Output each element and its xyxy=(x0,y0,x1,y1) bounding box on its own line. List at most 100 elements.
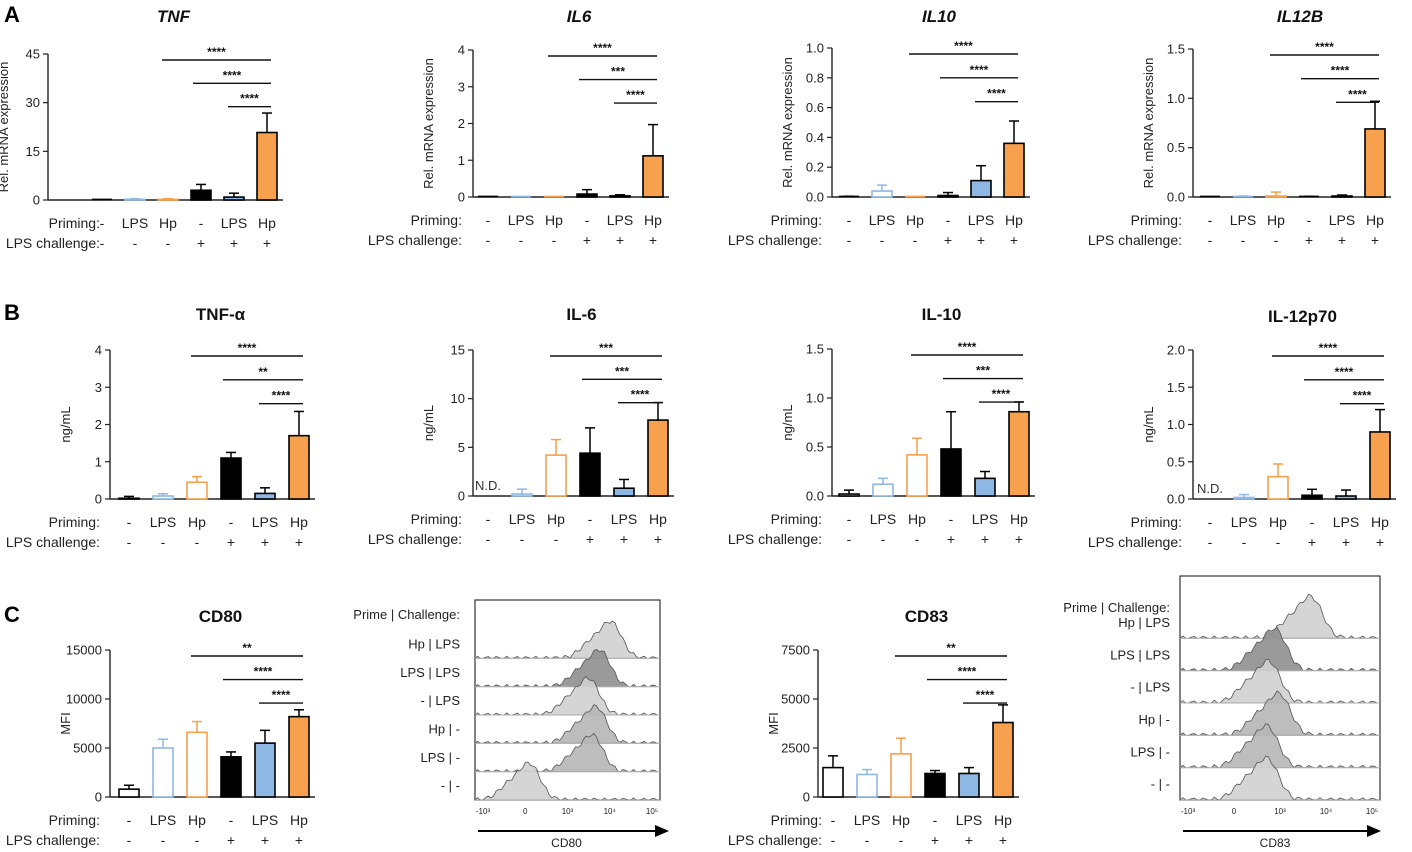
challenge-value: - xyxy=(1241,232,1246,248)
y-tick-label: 0 xyxy=(95,492,102,507)
significance-label: *** xyxy=(599,341,613,355)
priming-row-label: Priming: xyxy=(1131,212,1182,228)
histogram-x-tick: 0 xyxy=(1232,807,1237,816)
significance-label: **** xyxy=(238,341,257,355)
priming-value: - xyxy=(946,212,951,228)
challenge-value: + xyxy=(947,531,955,547)
y-tick-label: 0 xyxy=(33,193,40,208)
histogram-header: Prime | Challenge: xyxy=(1063,600,1170,615)
priming-value: LPS xyxy=(150,514,176,530)
histogram-trace xyxy=(1179,690,1381,736)
priming-value: LPS xyxy=(252,514,278,530)
histogram-row-label: LPS | - xyxy=(420,750,460,765)
histogram-row-label: LPS | LPS xyxy=(1110,647,1170,662)
histogram-header: Prime | Challenge: xyxy=(353,607,460,622)
priming-value: Hp xyxy=(994,812,1012,828)
chart-c1: CD80050001000015000MFI**********Priming:… xyxy=(6,607,315,848)
bar xyxy=(838,493,860,497)
challenge-value: - xyxy=(880,232,885,248)
y-tick-label: 15 xyxy=(26,144,40,159)
priming-value: Hp xyxy=(188,514,206,530)
y-tick-label: 0.0 xyxy=(1167,190,1185,205)
priming-value: Hp xyxy=(258,215,276,231)
priming-row-label: Priming: xyxy=(771,812,822,828)
priming-value: Hp xyxy=(1267,212,1285,228)
bar xyxy=(871,190,893,198)
histogram-x-tick: 10⁵ xyxy=(646,807,658,816)
priming-value: LPS xyxy=(1333,514,1359,530)
y-tick-label: 7500 xyxy=(781,643,810,658)
significance-label: **** xyxy=(958,665,977,679)
challenge-value: + xyxy=(227,534,235,550)
bar xyxy=(1267,475,1289,500)
significance-label: **** xyxy=(1319,341,1338,355)
significance-label: **** xyxy=(970,63,989,77)
challenge-value: - xyxy=(520,531,525,547)
challenge-value: + xyxy=(965,832,973,848)
challenge-value: - xyxy=(913,232,918,248)
challenge-value: + xyxy=(197,235,205,251)
challenge-value: - xyxy=(1208,534,1213,550)
y-tick-label: 5 xyxy=(458,440,465,455)
y-axis-label: MFI xyxy=(766,712,781,734)
significance-label: **** xyxy=(976,688,995,702)
y-tick-label: 0.0 xyxy=(806,489,824,504)
challenge-value: - xyxy=(1242,534,1247,550)
bar xyxy=(613,487,635,497)
challenge-value: + xyxy=(981,531,989,547)
histogram-x-tick: -10³ xyxy=(1181,807,1196,816)
bar xyxy=(1331,195,1353,198)
y-tick-label: 2500 xyxy=(781,741,810,756)
y-tick-label: 15 xyxy=(451,343,465,358)
significance-label: **** xyxy=(1348,87,1367,101)
challenge-value: - xyxy=(847,531,852,547)
priming-value: Hp xyxy=(545,212,563,228)
challenge-row-label: LPS challenge: xyxy=(6,534,100,550)
priming-value: LPS xyxy=(968,212,994,228)
challenge-value: + xyxy=(1010,232,1018,248)
priming-value: - xyxy=(486,212,491,228)
challenge-row-label: LPS challenge: xyxy=(728,832,822,848)
challenge-value: + xyxy=(586,531,594,547)
y-tick-label: 0.2 xyxy=(806,160,824,175)
bar xyxy=(992,721,1014,798)
priming-value: - xyxy=(847,511,852,527)
bar xyxy=(1233,496,1255,500)
histogram-row-label: - | - xyxy=(441,778,460,793)
chart-title: CD80 xyxy=(199,607,242,626)
y-tick-label: 0 xyxy=(458,190,465,205)
priming-value: Hp xyxy=(188,812,206,828)
priming-value: Hp xyxy=(1010,511,1028,527)
priming-value: - xyxy=(199,215,204,231)
y-axis-label: ng/mL xyxy=(421,405,436,441)
y-tick-label: 3 xyxy=(458,79,465,94)
challenge-value: - xyxy=(519,232,524,248)
priming-value: LPS xyxy=(508,212,534,228)
chart-a3: IL10 0.0 0.2 0.4 0.6 0.8 1.0 Rel. mRNA expressi… xyxy=(728,7,1030,248)
arrow-head-icon xyxy=(1367,825,1381,837)
histogram-x-tick: 10⁵ xyxy=(1366,807,1378,816)
y-tick-label: 30 xyxy=(26,95,40,110)
bar xyxy=(906,454,928,497)
y-tick-label: 2.0 xyxy=(1167,343,1185,358)
y-tick-label: 0.5 xyxy=(1167,140,1185,155)
challenge-value: - xyxy=(161,534,166,550)
chart-title: CD83 xyxy=(905,607,948,626)
significance-label: ** xyxy=(946,641,956,655)
challenge-value: + xyxy=(261,832,269,848)
priming-value: - xyxy=(585,212,590,228)
y-tick-label: 2 xyxy=(95,417,102,432)
priming-value: Hp xyxy=(1269,514,1287,530)
challenge-value: - xyxy=(552,232,557,248)
significance-label: **** xyxy=(992,387,1011,401)
priming-value: LPS xyxy=(1231,514,1257,530)
challenge-value: + xyxy=(654,531,662,547)
challenge-value: + xyxy=(227,832,235,848)
significance-label: *** xyxy=(611,65,625,79)
y-axis-label: ng/mL xyxy=(1141,406,1156,442)
histogram-trace xyxy=(1179,593,1381,639)
chart-b3: IL-100.00.51.01.5ng/mL***********Priming… xyxy=(728,305,1035,547)
y-tick-label: 1 xyxy=(458,153,465,168)
challenge-value: + xyxy=(616,232,624,248)
